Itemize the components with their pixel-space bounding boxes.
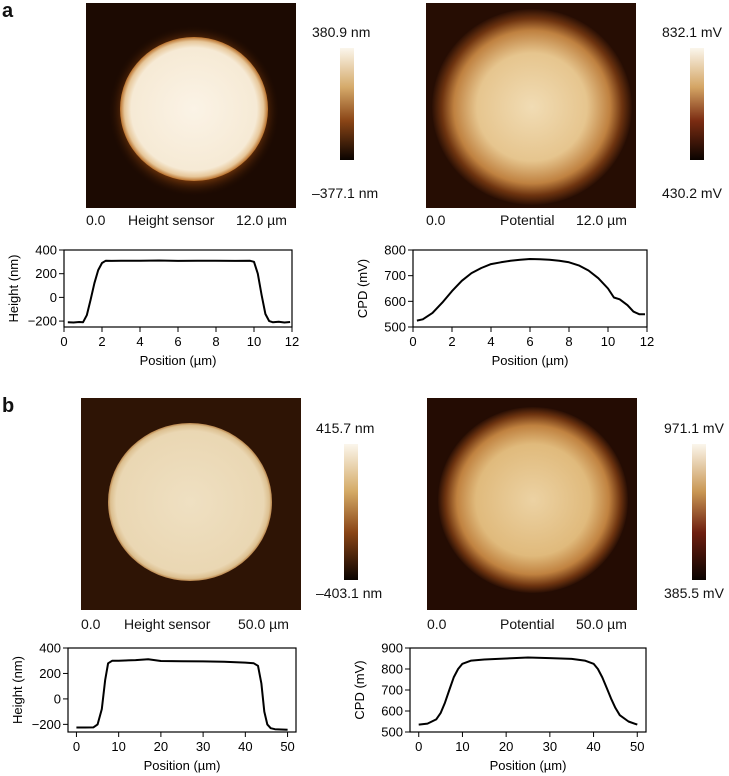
x-tick-label: 12: [640, 334, 654, 349]
x-tick-label: 4: [487, 334, 494, 349]
height-map-b-scale-end: 50.0 µm: [238, 616, 289, 632]
y-axis-label: Height (nm): [10, 656, 25, 724]
profile-line: [76, 658, 288, 731]
x-tick-label: 40: [238, 739, 252, 754]
height-map-b-image: [81, 398, 301, 610]
potential-map-b-image: [427, 398, 637, 610]
height-map-a-scale-end: 12.0 µm: [236, 212, 287, 228]
y-tick-label: 500: [384, 320, 406, 335]
potential-map-b-title: Potential: [500, 616, 555, 632]
potential-colorbar-b-max: 971.1 mV: [664, 420, 724, 436]
height-colorbar-a: [340, 48, 354, 160]
plot-frame: [409, 647, 647, 733]
y-tick-label: 600: [384, 294, 406, 309]
x-tick-label: 8: [565, 334, 572, 349]
y-tick-label: 700: [381, 683, 403, 698]
potential-map-a-title: Potential: [500, 212, 555, 228]
x-tick-label: 8: [212, 334, 219, 349]
y-tick-label: 800: [384, 243, 406, 258]
y-tick-label: −200: [32, 717, 61, 732]
height-map-a-title: Height sensor: [128, 212, 215, 228]
height-map-a-scale-start: 0.0: [86, 212, 106, 228]
x-tick-label: 10: [601, 334, 615, 349]
height-map-b-title: Height sensor: [124, 616, 211, 632]
y-axis-label: CPD (mV): [352, 660, 367, 719]
x-tick-label: 40: [586, 739, 600, 754]
profile-line: [418, 656, 638, 726]
y-tick-label: 400: [39, 641, 61, 656]
x-tick-label: 50: [280, 739, 294, 754]
y-tick-label: 500: [381, 725, 403, 740]
potential-map-a-scale-end: 12.0 µm: [576, 212, 627, 228]
y-axis-label: CPD (mV): [355, 259, 370, 318]
potential-map-b-scale-end: 50.0 µm: [576, 616, 627, 632]
profile-line: [67, 259, 291, 324]
x-tick-label: 4: [136, 334, 143, 349]
panel-label-a: a: [2, 0, 14, 22]
potential-colorbar-a: [690, 48, 704, 160]
x-tick-label: 2: [98, 334, 105, 349]
x-tick-label: 2: [448, 334, 455, 349]
potential-map-a: [426, 3, 636, 208]
x-tick-label: 20: [154, 739, 168, 754]
x-tick-label: 20: [499, 739, 513, 754]
y-tick-label: 0: [50, 290, 57, 305]
x-tick-label: 30: [196, 739, 210, 754]
x-tick-label: 6: [174, 334, 181, 349]
height-map-a-image: [86, 3, 296, 208]
y-tick-label: 200: [39, 666, 61, 681]
plot-frame: [67, 647, 297, 733]
x-axis-label: Position (µm): [144, 758, 221, 773]
y-tick-label: 400: [35, 243, 57, 258]
y-tick-label: 0: [54, 691, 61, 706]
y-tick-label: 700: [384, 268, 406, 283]
cpd-profile-chart-a: 0 2 4 6 8 10 12 500 600 700 800 Position (µm) CPD (m…: [355, 243, 654, 369]
height-colorbar-b-max: 415.7 nm: [316, 420, 375, 436]
y-tick-label: 600: [381, 704, 403, 719]
potential-map-a-scale-start: 0.0: [426, 212, 446, 228]
x-tick-label: 6: [526, 334, 533, 349]
x-tick-label: 0: [409, 334, 416, 349]
x-tick-label: 12: [285, 334, 299, 349]
x-axis-label: Position (µm): [490, 758, 567, 773]
y-tick-label: −200: [28, 314, 57, 329]
height-profile-chart-b: 0 10 20 30 40 50 −200 0 200 400 Position (µm) Heigh…: [10, 641, 297, 773]
height-map-b-scale-start: 0.0: [81, 616, 101, 632]
height-colorbar-b: [344, 444, 358, 580]
x-tick-label: 10: [247, 334, 261, 349]
x-tick-label: 10: [455, 739, 469, 754]
x-tick-label: 0: [415, 739, 422, 754]
y-tick-label: 800: [381, 662, 403, 677]
height-map-b: [81, 398, 301, 610]
panel-label-b: b: [2, 395, 15, 417]
height-colorbar-b-min: –403.1 nm: [316, 585, 383, 601]
x-axis-label: Position (µm): [140, 353, 217, 368]
x-tick-label: 50: [630, 739, 644, 754]
x-tick-label: 0: [73, 739, 80, 754]
height-colorbar-a-max: 380.9 nm: [312, 24, 371, 40]
potential-map-b-scale-start: 0.0: [427, 616, 447, 632]
height-map-a: [86, 3, 296, 208]
x-tick-label: 0: [60, 334, 67, 349]
y-axis-label: Height (nm): [6, 255, 21, 323]
profile-line: [416, 258, 645, 322]
x-tick-label: 30: [543, 739, 557, 754]
potential-map-b: [427, 398, 637, 610]
potential-map-a-image: [426, 3, 636, 208]
potential-colorbar-a-min: 430.2 mV: [662, 185, 722, 201]
x-tick-label: 10: [111, 739, 125, 754]
potential-colorbar-b: [692, 444, 706, 580]
height-colorbar-a-min: –377.1 nm: [312, 185, 379, 201]
potential-colorbar-a-max: 832.1 mV: [662, 24, 722, 40]
y-tick-label: 900: [381, 641, 403, 656]
x-axis-label: Position (µm): [492, 353, 569, 368]
y-tick-label: 200: [35, 266, 57, 281]
potential-colorbar-b-min: 385.5 mV: [664, 585, 724, 601]
